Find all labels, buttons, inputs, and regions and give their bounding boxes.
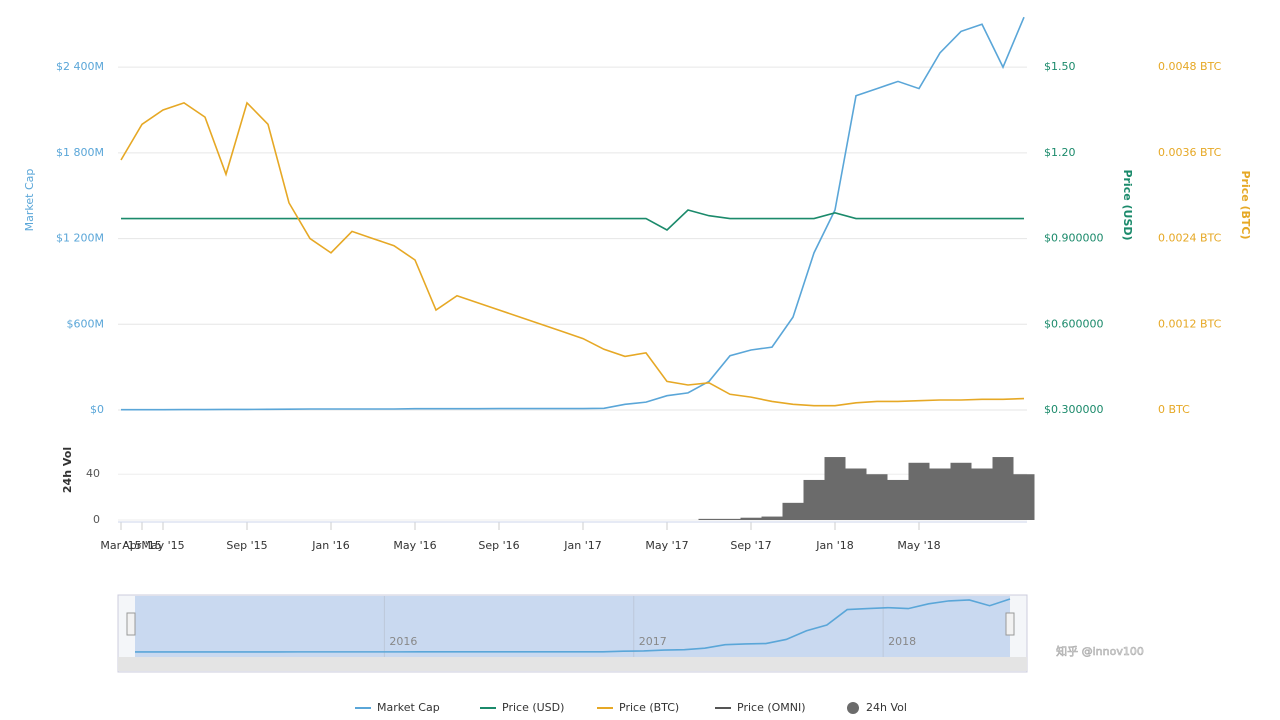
y-tick-label: $1 800M	[56, 146, 104, 159]
legend-label: Price (USD)	[502, 701, 564, 714]
y-tick-label: 0.0048 BTC	[1158, 60, 1222, 73]
navigator-label: 2016	[389, 635, 417, 648]
volume-bar	[908, 462, 930, 520]
y-tick-label: $1 200M	[56, 232, 104, 245]
volume-bar	[803, 479, 825, 520]
x-tick-label: Jan '17	[563, 539, 601, 552]
volume-bar	[761, 516, 783, 520]
y-tick-label: 0.0036 BTC	[1158, 146, 1222, 159]
navigator-handle[interactable]	[126, 612, 136, 636]
legend-label: Price (BTC)	[619, 701, 679, 714]
navigator-selection[interactable]	[135, 596, 1010, 658]
x-tick-label: May '15	[141, 539, 184, 552]
legend-label: Market Cap	[377, 701, 440, 714]
legend-label: Price (OMNI)	[737, 701, 806, 714]
legend-label: 24h Vol	[866, 701, 907, 714]
x-tick-label: Sep '16	[478, 539, 519, 552]
navigator-line	[135, 598, 1011, 653]
y-tick-label: $0.600000	[1044, 317, 1104, 330]
volume-bar	[719, 518, 741, 520]
y-tick-label: 0.0024 BTC	[1158, 232, 1222, 245]
volume-axis-title: 24h Vol	[61, 447, 74, 493]
x-tick-label: May '16	[393, 539, 436, 552]
volume-bar	[866, 474, 888, 520]
x-tick-label: Jan '16	[311, 539, 349, 552]
navigator-label: 2017	[639, 635, 667, 648]
y-tick-label: $1.50	[1044, 60, 1076, 73]
x-tick-label: Sep '15	[226, 539, 267, 552]
y-tick-label: $2 400M	[56, 60, 104, 73]
volume-bar	[950, 462, 972, 520]
volume-bar	[1013, 474, 1035, 520]
volume-bar	[698, 518, 720, 520]
navigator-label: 2018	[888, 635, 916, 648]
y-tick-label: 0.0012 BTC	[1158, 317, 1222, 330]
scrollbar[interactable]	[118, 657, 1027, 671]
x-tick-label: Mar '15	[100, 539, 141, 552]
volume-bar	[929, 468, 951, 520]
series-line	[121, 16, 1025, 411]
volume-tick-label: 40	[86, 467, 100, 480]
x-tick-label: Apr '15	[122, 539, 162, 552]
y-axis-title: Market Cap	[23, 169, 36, 232]
series-line	[120, 101, 1025, 407]
volume-bar	[887, 479, 909, 520]
y-tick-label: $1.20	[1044, 146, 1076, 159]
watermark: 知乎 @innov100	[1056, 644, 1144, 658]
x-tick-label: Jan '18	[815, 539, 853, 552]
y-tick-label: $0.900000	[1044, 232, 1104, 245]
volume-bar	[782, 502, 804, 520]
y-tick-label: $600M	[67, 317, 105, 330]
volume-bar	[845, 468, 867, 520]
x-tick-label: May '17	[645, 539, 688, 552]
y3-axis-title: Price (BTC)	[1239, 170, 1252, 239]
series-line	[121, 209, 1024, 231]
volume-bar	[824, 457, 846, 520]
navigator-handle[interactable]	[1005, 612, 1015, 636]
y-tick-label: 0 BTC	[1158, 403, 1190, 416]
x-tick-label: May '18	[897, 539, 940, 552]
volume-tick-label: 0	[93, 513, 100, 526]
legend-swatch	[847, 702, 859, 714]
y-tick-label: $0	[90, 403, 104, 416]
volume-bar	[740, 517, 762, 520]
x-tick-label: Sep '17	[730, 539, 771, 552]
y-tick-label: $0.300000	[1044, 403, 1104, 416]
y2-axis-title: Price (USD)	[1121, 169, 1134, 240]
volume-bar	[992, 457, 1014, 520]
volume-bar	[971, 468, 993, 520]
